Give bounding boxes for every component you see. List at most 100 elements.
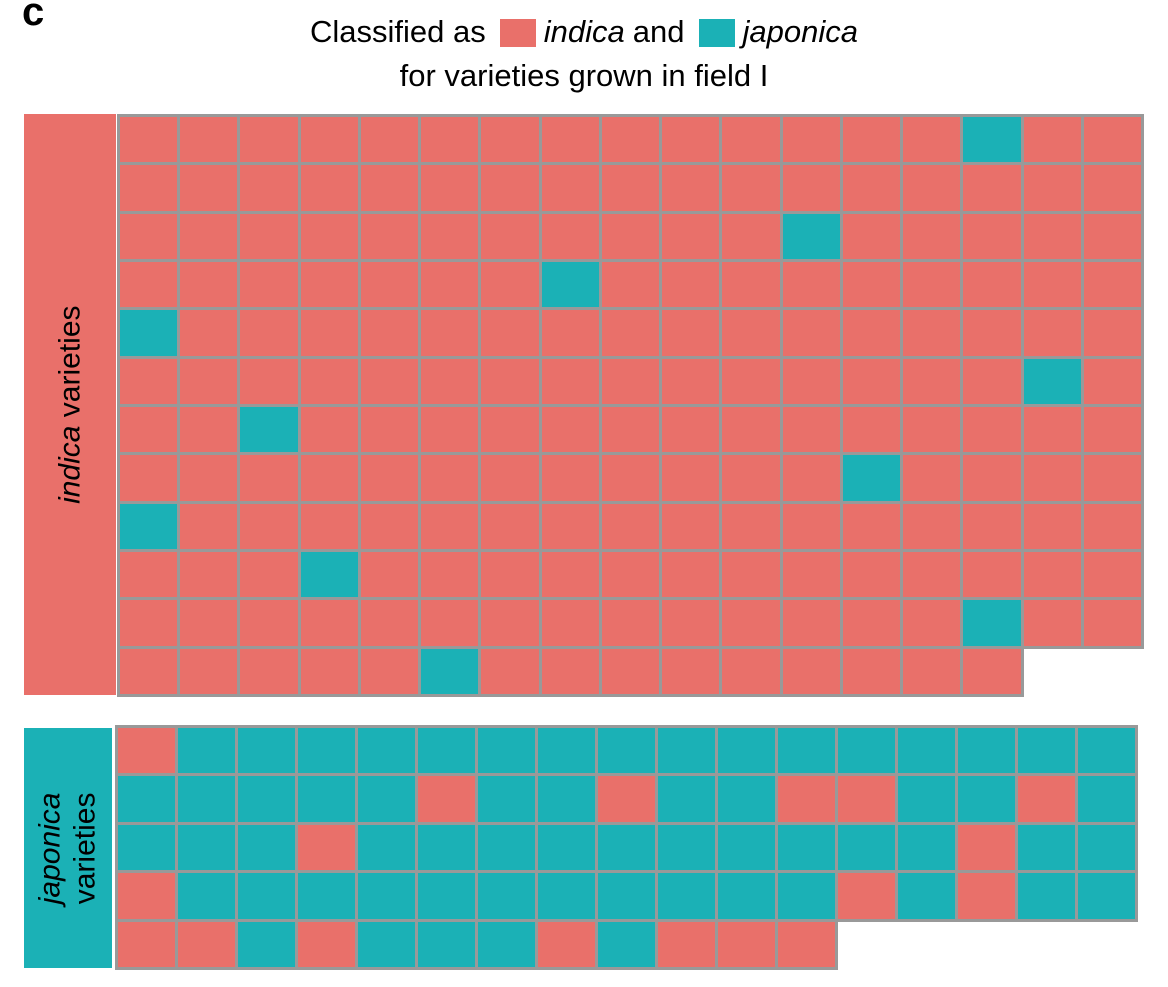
indica-tile (300, 310, 358, 356)
indica-tile (300, 503, 358, 549)
indica-tile (963, 262, 1021, 308)
indica-tile (662, 358, 720, 404)
indica-tile (903, 600, 961, 646)
japonica-tile-grid (115, 725, 1140, 972)
indica-tile (360, 648, 419, 694)
indica-tile (541, 358, 599, 404)
indica-tile (903, 648, 961, 694)
japonica-tile (298, 824, 355, 871)
indica-tile (360, 165, 419, 211)
indica-tile (541, 648, 599, 694)
indica-tile (541, 310, 599, 356)
chart-title: Classified as indica and japonica (0, 16, 1168, 47)
indica-tile (842, 358, 901, 404)
japonica-tile (658, 824, 715, 871)
indica-tile (722, 503, 780, 549)
indica-tile (963, 455, 1021, 501)
japonica-tile (1018, 824, 1075, 871)
indica-tile (421, 117, 479, 163)
indica-tile (240, 552, 298, 598)
japonica-tile (718, 776, 775, 822)
indica-tile (963, 648, 1021, 694)
indica-tile (1023, 455, 1081, 501)
indica-tile (180, 503, 238, 549)
indica-tile (601, 310, 660, 356)
indica-tile (782, 117, 840, 163)
japonica-tile (838, 776, 895, 822)
indica-tile (782, 358, 840, 404)
indica-legend-label: indica (543, 14, 625, 49)
indica-tile (842, 117, 901, 163)
japonica-legend-label: japonica (742, 14, 858, 49)
indica-tile (842, 552, 901, 598)
indica-tile (541, 407, 599, 453)
indica-tile (1023, 310, 1081, 356)
indica-tile (360, 310, 419, 356)
japonica-tile (358, 776, 415, 822)
indica-tile (782, 310, 840, 356)
indica-tile (601, 600, 660, 646)
indica-facet-strip: indica varieties (24, 114, 116, 695)
japonica-tile (778, 873, 835, 919)
indica-tile (421, 455, 479, 501)
indica-tile (662, 503, 720, 549)
indica-tile (662, 310, 720, 356)
indica-tile (240, 407, 298, 453)
indica-tile (963, 552, 1021, 598)
indica-tile (662, 600, 720, 646)
indica-tile (662, 455, 720, 501)
indica-tile (903, 165, 961, 211)
indica-tile (300, 165, 358, 211)
indica-tile (963, 213, 1021, 259)
empty-grid-area (838, 921, 1140, 972)
indica-tile (903, 455, 961, 501)
japonica-legend-swatch (698, 19, 735, 47)
indica-tile (120, 358, 178, 404)
japonica-tile (178, 921, 235, 967)
japonica-tile (658, 776, 715, 822)
japonica-facet-label: japonica varieties (33, 792, 103, 904)
japonica-tile (898, 776, 955, 822)
indica-tile (722, 407, 780, 453)
indica-tile (180, 117, 238, 163)
japonica-tile (1018, 873, 1075, 919)
japonica-tile (598, 824, 655, 871)
indica-tile (601, 503, 660, 549)
indica-tile (541, 600, 599, 646)
indica-tile (1023, 552, 1081, 598)
indica-tile (541, 117, 599, 163)
japonica-tile (298, 873, 355, 919)
indica-tile (1083, 117, 1141, 163)
indica-tile (421, 310, 479, 356)
indica-tile (120, 310, 178, 356)
indica-tile (360, 407, 419, 453)
japonica-tile (358, 873, 415, 919)
indica-tile (300, 213, 358, 259)
indica-tile (481, 407, 539, 453)
indica-tile (903, 552, 961, 598)
indica-tile (1083, 358, 1141, 404)
indica-tile (240, 600, 298, 646)
japonica-tile (958, 728, 1015, 774)
indica-tile (842, 165, 901, 211)
indica-tile (421, 358, 479, 404)
japonica-tile (178, 776, 235, 822)
japonica-tile (538, 873, 595, 919)
japonica-tile (958, 873, 1015, 919)
title-and: and (632, 14, 685, 49)
indica-tile (1023, 117, 1081, 163)
indica-tile (601, 407, 660, 453)
indica-tile (1023, 358, 1081, 404)
indica-tile (842, 262, 901, 308)
japonica-tile (478, 824, 535, 871)
indica-tile (300, 358, 358, 404)
japonica-tile (778, 728, 835, 774)
indica-tile (541, 503, 599, 549)
indica-tile (722, 600, 780, 646)
japonica-tile (298, 921, 355, 967)
japonica-tile (658, 728, 715, 774)
indica-tile (541, 213, 599, 259)
indica-tile (1083, 503, 1141, 549)
indica-tile (481, 552, 539, 598)
japonica-tile (778, 921, 835, 967)
